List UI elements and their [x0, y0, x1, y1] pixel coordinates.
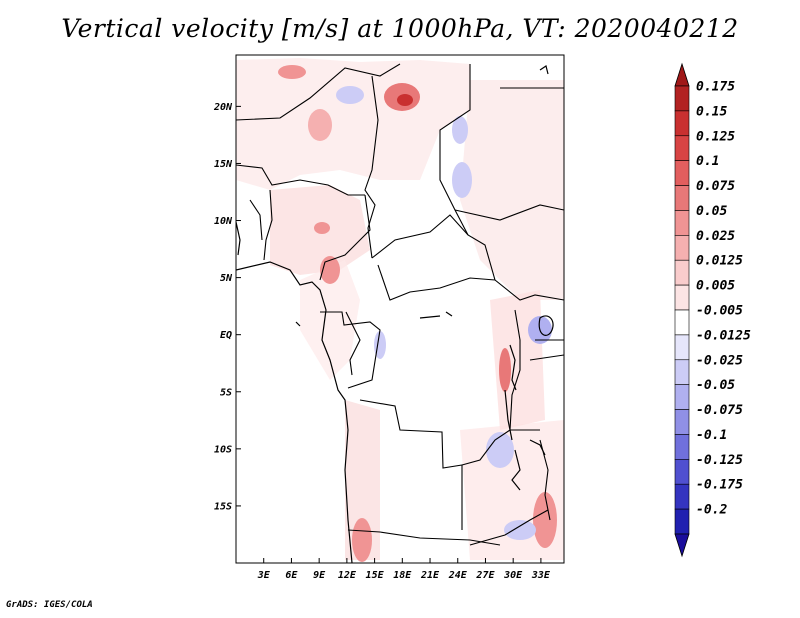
upward-angola-south [352, 518, 372, 562]
lon-tick-label: 21E [420, 570, 440, 581]
coastlines [236, 65, 554, 563]
colorbar-label: 0.0125 [696, 254, 743, 269]
colorbar-label: -0.025 [696, 353, 743, 368]
colorbar-band [674, 334, 690, 361]
downward-zambia [504, 520, 536, 540]
velocity-field [236, 55, 564, 563]
colorbar-band [674, 459, 690, 485]
lon-tick-label: 9E [313, 570, 326, 581]
colorbar-band [674, 284, 690, 311]
colorbar: 0.175 0.15 0.125 0.1 0.075 0.05 0.025 0.0125 0.0… [674, 62, 751, 558]
colorbar-label: 0.005 [696, 279, 735, 294]
east-africa-shading [460, 80, 564, 300]
lat-tick-label: 10N [214, 216, 233, 227]
colorbar-label: -0.0125 [696, 328, 751, 343]
colorbar-label: 0.05 [696, 204, 727, 219]
lat-tick-label: 15S [214, 501, 232, 512]
lat-axis: 20N 15N 10N 5N EQ 5S 10S 15S [213, 102, 241, 512]
lat-tick-label: 20N [213, 102, 233, 113]
lon-tick-label: 18E [393, 570, 412, 581]
lat-tick-label: 10S [214, 444, 232, 455]
upward-niger [308, 109, 332, 141]
colorbar-band [674, 210, 690, 236]
colorbar-label: -0.2 [696, 503, 727, 518]
downward-chad [336, 86, 364, 104]
lat-tick-label: 5N [220, 273, 233, 284]
lon-tick-label: 12E [338, 570, 357, 581]
lon-tick-label: 3E [257, 570, 271, 581]
colorbar-label: 0.025 [696, 229, 735, 244]
lon-tick-label: 30E [503, 570, 523, 581]
colorbar-band [674, 110, 690, 137]
upward-victoria [499, 348, 511, 392]
colorbar-label: 0.1 [696, 154, 719, 169]
lat-tick-label: 15N [214, 159, 233, 170]
angola-coast-shading [345, 400, 380, 560]
lon-tick-label: 15E [366, 570, 385, 581]
lon-tick-label: 6E [285, 570, 298, 581]
colorbar-label: -0.175 [696, 478, 743, 493]
downward-tanzania [486, 432, 514, 468]
congo-coast-shading [300, 260, 360, 380]
colorbar-band [674, 359, 690, 385]
lat-tick-label: EQ [220, 330, 232, 341]
colorbar-top-arrow [674, 62, 690, 87]
lon-tick-label: 24E [448, 570, 468, 581]
colorbar-band [674, 409, 690, 435]
downward-ethiopia [452, 162, 472, 198]
colorbar-band [674, 384, 690, 410]
colorbar-label: 0.075 [696, 179, 735, 194]
colorbar-label: 0.125 [696, 129, 735, 144]
downward-sudan [452, 116, 468, 144]
colorbar-band [674, 185, 690, 211]
colorbar-label: -0.1 [696, 428, 727, 443]
colorbar-bottom-arrow [674, 533, 690, 558]
colorbar-band [674, 483, 690, 510]
colorbar-label: -0.075 [696, 403, 743, 418]
country-boundaries [236, 63, 564, 546]
colorbar-label: 0.15 [696, 104, 727, 119]
colorbar-label: -0.05 [696, 378, 735, 393]
chart-title: Vertical velocity [m/s] at 1000hPa, VT: … [61, 14, 739, 43]
grads-credit: GrADS: IGES/COLA [6, 600, 93, 610]
colorbar-band [674, 434, 690, 460]
colorbar-band [674, 508, 690, 535]
upward-core-north [397, 94, 413, 106]
colorbar-label: 0.175 [696, 80, 735, 95]
lon-axis: 3E 6E 9E 12E 15E 18E 21E 24E 27E 30E 33E [257, 558, 551, 581]
colorbar-label: -0.125 [696, 453, 743, 468]
colorbar-band [674, 259, 690, 286]
colorbar-band [674, 309, 690, 336]
colorbar-band [674, 85, 690, 112]
map-frame [235, 54, 565, 564]
lat-tick-label: 5S [220, 387, 232, 398]
lon-tick-label: 27E [475, 570, 495, 581]
colorbar-label: -0.005 [696, 304, 743, 319]
upward-nw [278, 65, 306, 79]
colorbar-band [674, 135, 690, 161]
lon-tick-label: 33E [531, 570, 551, 581]
upward-malawi [533, 492, 557, 548]
colorbar-band [674, 160, 690, 186]
upward-nigeria [314, 222, 330, 234]
colorbar-band [674, 235, 690, 261]
